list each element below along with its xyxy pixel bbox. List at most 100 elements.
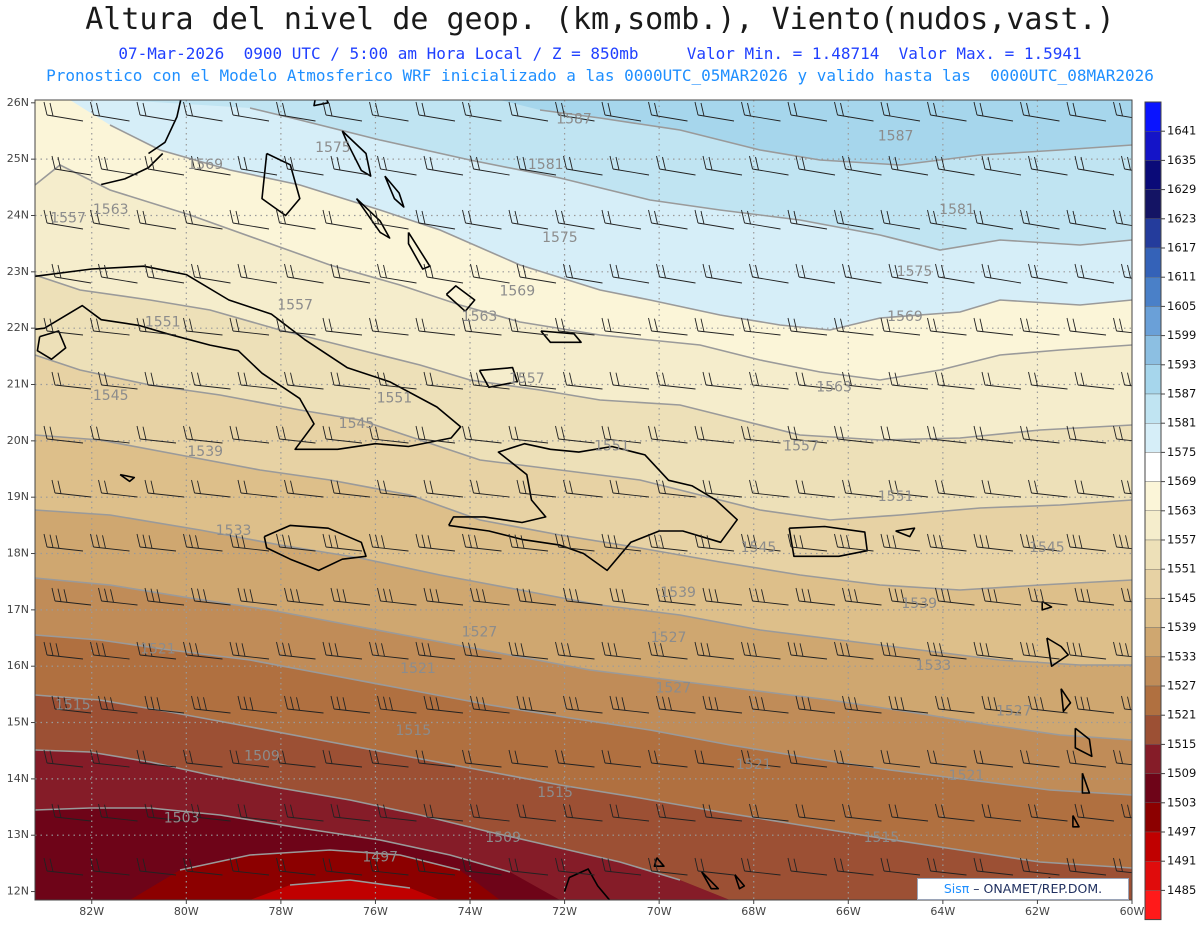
wind-barb <box>648 533 688 552</box>
scale-swatch <box>1144 861 1162 891</box>
wind-barb <box>1028 695 1068 714</box>
wind-barb <box>415 641 456 660</box>
wind-barb <box>136 317 177 336</box>
wind-barb <box>834 317 874 336</box>
wind-barb <box>601 749 642 768</box>
wind-barb <box>144 371 185 390</box>
wind-barb <box>1028 371 1068 390</box>
wind-barb <box>276 209 316 230</box>
scale-swatch <box>1144 539 1162 570</box>
wind-barb <box>43 425 84 444</box>
wind-barb <box>516 155 557 176</box>
wind-barb <box>563 155 603 176</box>
lon-label: 66W <box>836 905 861 918</box>
wind-barb <box>609 263 650 284</box>
wind-barb <box>43 101 84 122</box>
wind-barb <box>888 803 929 822</box>
wind-barb <box>276 101 316 122</box>
contour-label: 1527 <box>996 703 1032 719</box>
wind-barb <box>555 317 595 336</box>
wind-barb <box>702 371 743 390</box>
wind-barb <box>415 533 456 552</box>
contour-label: 1557 <box>783 439 819 455</box>
wind-barb <box>973 857 1014 876</box>
wind-barb <box>880 209 921 230</box>
wind-barb <box>648 425 688 444</box>
contour-1509 <box>35 749 681 881</box>
wind-barb <box>563 479 603 498</box>
scale-label: 1527 <box>1167 679 1196 693</box>
scale-swatch <box>1144 101 1162 132</box>
wind-barb <box>508 749 549 768</box>
wind-barb <box>749 587 789 606</box>
wind-barb <box>1121 803 1132 819</box>
lon-label: 74W <box>458 905 483 918</box>
wind-barb <box>842 263 882 284</box>
contour-label: 1509 <box>485 830 521 846</box>
wind-barb <box>98 263 138 284</box>
wind-barb <box>462 749 502 768</box>
scale-label: 1497 <box>1167 825 1196 839</box>
contour-label: 1575 <box>897 264 933 280</box>
scale-label: 1617 <box>1167 241 1196 255</box>
cayman-coast <box>119 473 136 483</box>
wind-barb <box>191 479 231 498</box>
wind-barb <box>694 533 735 552</box>
wind-barb <box>470 803 510 822</box>
wind-barb <box>423 803 464 822</box>
wind-barb <box>973 101 1014 122</box>
wind-barb <box>237 479 278 498</box>
wind-barb <box>284 263 324 284</box>
wind-barb <box>415 749 456 768</box>
scale-label: 1563 <box>1167 503 1196 517</box>
lat-label: 16N <box>7 659 29 672</box>
scale-swatch <box>1144 802 1162 833</box>
wind-barb <box>229 533 270 552</box>
wind-barb <box>229 425 270 444</box>
wind-barb <box>183 857 223 876</box>
wind-barb <box>237 263 278 284</box>
wind-barb <box>795 587 836 606</box>
scale-swatch <box>1144 189 1162 220</box>
wind-barb <box>648 317 688 336</box>
wind-barb <box>136 101 177 122</box>
plot-frame <box>34 99 1133 901</box>
wind-barb <box>749 695 789 714</box>
wind-barb <box>927 101 967 122</box>
wind-barb <box>601 209 642 230</box>
wind-barb <box>888 371 929 390</box>
wind-barb <box>694 425 735 444</box>
wind-barb <box>694 749 735 768</box>
wind-barb <box>508 533 549 552</box>
wind-barb <box>973 641 1014 660</box>
scale-swatch <box>1144 160 1162 190</box>
wind-barb <box>1074 695 1115 714</box>
scale-label: 1557 <box>1167 533 1196 547</box>
wind-barb <box>191 155 231 176</box>
scale-swatch <box>1144 481 1162 512</box>
wind-barb <box>90 209 130 230</box>
scale-label: 1635 <box>1167 153 1196 167</box>
wind-barb <box>508 101 549 122</box>
wind-barb <box>183 209 223 230</box>
wind-barb <box>377 587 417 606</box>
wind-barb <box>787 533 828 552</box>
wind-barb <box>322 749 363 768</box>
wind-barb <box>741 857 781 876</box>
contour-label: 1563 <box>93 202 129 218</box>
wind-barb <box>229 641 270 660</box>
wind-barb <box>834 533 874 552</box>
wind-barbs <box>43 101 1132 876</box>
wind-barb <box>322 317 363 336</box>
wind-barb <box>369 641 409 660</box>
wind-barb <box>601 425 642 444</box>
contour-label: 1587 <box>556 112 592 128</box>
scale-swatch <box>1144 510 1162 541</box>
map-axes: 26N 25N 24N 23N 22N 21N 20N 19N 18N 17N 16N 15N 14N 1… <box>7 96 1145 918</box>
wind-barb <box>98 155 138 176</box>
lon-label: 62W <box>1025 905 1050 918</box>
wind-barb <box>415 317 456 336</box>
wind-barb <box>749 803 789 822</box>
south-america-coast <box>563 868 611 900</box>
